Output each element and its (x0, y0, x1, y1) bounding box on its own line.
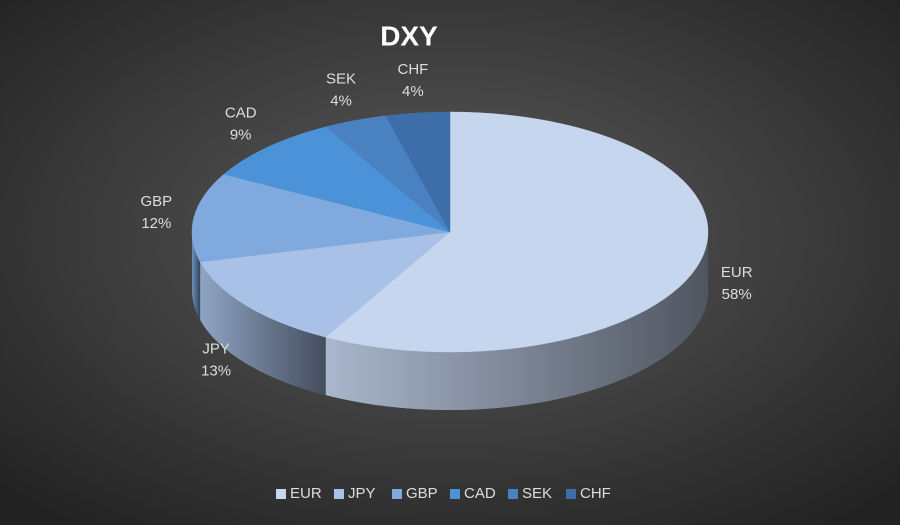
slice (325, 111, 709, 353)
slice (199, 231, 451, 338)
data-label-value: 9% (230, 126, 252, 143)
data-label-name: SEK (326, 71, 356, 88)
slice-side-shade (192, 232, 201, 320)
legend-label: EUR (290, 485, 322, 502)
legend-swatch (450, 489, 460, 499)
legend-label: CHF (580, 485, 611, 502)
data-label-value: 4% (330, 93, 352, 110)
legend-swatch (508, 489, 518, 499)
data-label-value: 12% (141, 215, 171, 232)
data-label-value: 4% (402, 83, 424, 100)
data-label-name: EUR (721, 264, 753, 281)
slice (191, 173, 451, 263)
legend-swatch (276, 489, 286, 499)
data-label-name: CHF (397, 61, 428, 78)
data-label-name: CAD (225, 104, 257, 121)
legend-swatch (334, 489, 344, 499)
legend-label: CAD (464, 485, 496, 502)
data-label-name: GBP (140, 193, 172, 210)
legend-label: GBP (406, 485, 438, 502)
slice (223, 126, 451, 233)
legend-label: SEK (522, 485, 552, 502)
slice-side-shade (200, 261, 326, 396)
legend-label: JPY (348, 485, 376, 502)
slice-side-shade (325, 232, 708, 410)
data-label-value: 13% (201, 363, 231, 380)
legend-swatch (566, 489, 576, 499)
data-label-value: 58% (722, 286, 752, 303)
slice (385, 111, 451, 233)
chart-title: DXY (380, 20, 438, 51)
legend-swatch (392, 489, 402, 499)
data-label-name: JPY (202, 341, 230, 358)
